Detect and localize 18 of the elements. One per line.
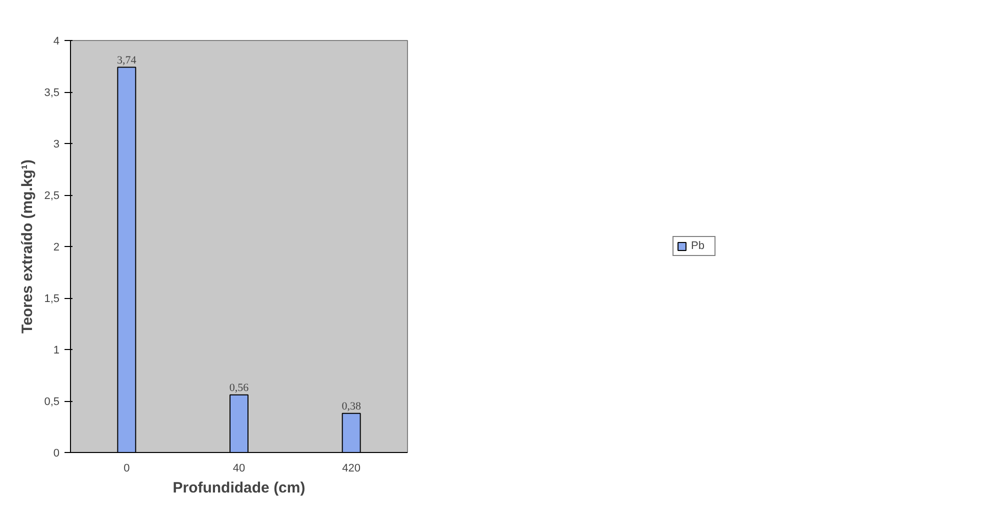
y-tick-label: 2 [53, 242, 60, 254]
y-tick-label: 0 [53, 448, 60, 460]
x-tick-label: 420 [342, 462, 361, 474]
x-tick-label: 40 [232, 462, 246, 474]
y-tick-label: 3 [53, 138, 60, 150]
y-tick-label: 1 [53, 344, 60, 356]
x-axis-title: Profundidade (cm) [172, 480, 306, 496]
data-label: 0,56 [229, 382, 250, 394]
y-tick-label: 2,5 [44, 190, 60, 202]
y-tick-label: 4 [53, 36, 60, 48]
y-axis-title: Teores extraído (mg.kg¹) [19, 160, 36, 334]
y-tick-label: 0,5 [44, 396, 60, 408]
data-label: 0,38 [342, 400, 362, 412]
data-label: 3,74 [117, 54, 137, 66]
y-tick-label: 3,5 [44, 87, 60, 99]
y-tick-label: 1,5 [44, 293, 60, 305]
x-tick-label: 0 [124, 462, 130, 474]
legend-label: Pb [691, 240, 706, 252]
